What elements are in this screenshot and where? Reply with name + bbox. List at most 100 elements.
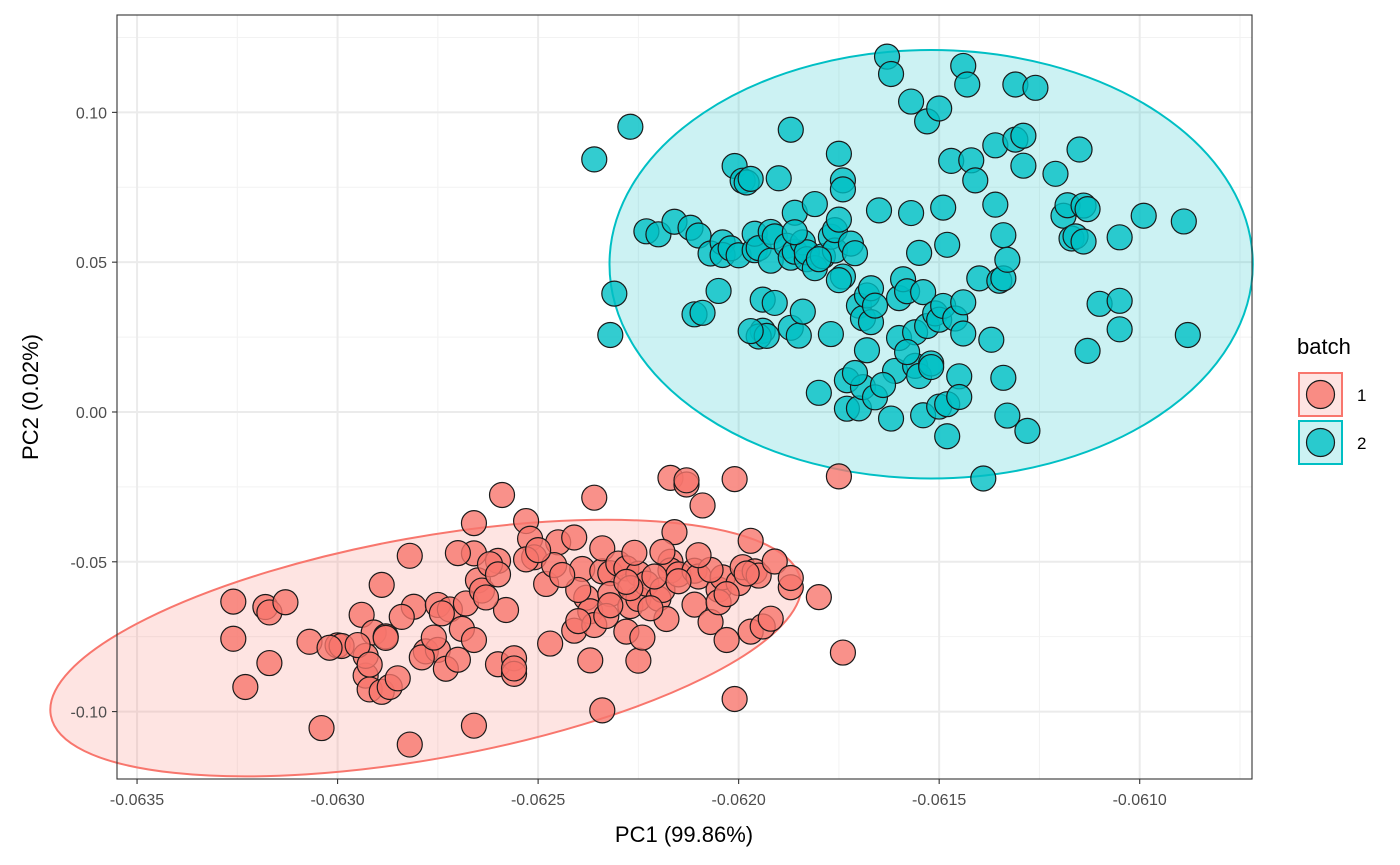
data-point-batch-1: [649, 538, 676, 565]
data-point-batch-2: [990, 364, 1017, 391]
series-batch-1: [220, 463, 857, 758]
data-point-batch-2: [865, 197, 893, 224]
data-point-batch-1: [525, 536, 552, 564]
data-point-batch-1: [396, 542, 423, 569]
data-point-batch-2: [1170, 208, 1197, 235]
data-point-batch-1: [420, 624, 447, 651]
data-point-batch-2: [962, 167, 989, 194]
data-point-batch-2: [861, 292, 889, 319]
data-point-batch-2: [897, 199, 925, 227]
data-point-batch-1: [673, 467, 700, 494]
data-point-batch-2: [825, 140, 853, 167]
x-tick-label: -0.0635: [110, 792, 164, 809]
y-tick-label: 0.10: [76, 105, 107, 122]
data-point-batch-2: [841, 240, 869, 267]
data-point-batch-1: [220, 625, 247, 652]
x-tick-label: -0.0610: [1113, 792, 1167, 809]
data-point-batch-1: [825, 463, 853, 490]
data-point-batch-2: [1074, 196, 1101, 223]
data-point-batch-1: [733, 560, 760, 587]
data-point-batch-1: [460, 712, 488, 739]
data-point-batch-2: [1042, 160, 1069, 187]
data-point-batch-2: [1070, 228, 1097, 255]
data-point-batch-2: [1130, 202, 1157, 229]
data-point-batch-2: [990, 222, 1017, 249]
data-point-batch-1: [460, 510, 488, 537]
data-point-batch-2: [934, 231, 961, 258]
data-point-batch-1: [384, 665, 411, 692]
grid-minor: [117, 15, 1252, 779]
plot-panel-border: [116, 14, 1253, 780]
data-point-batch-1: [713, 581, 740, 608]
data-point-batch-2: [853, 337, 881, 364]
data-point-batch-1: [561, 524, 588, 551]
data-point-batch-2: [918, 353, 945, 381]
data-point-batch-1: [488, 481, 516, 509]
data-point-batch-2: [825, 267, 853, 294]
data-point-batch-2: [705, 277, 732, 305]
data-point-batch-2: [934, 423, 961, 450]
data-point-batch-2: [601, 280, 628, 307]
data-point-batch-2: [994, 246, 1021, 273]
legend-label-batch-2: 2: [1357, 434, 1366, 453]
data-point-batch-1: [500, 655, 528, 682]
data-point-batch-2: [1066, 136, 1093, 163]
data-point-batch-1: [549, 561, 576, 589]
y-axis-title: PC2 (0.02%): [18, 334, 43, 460]
x-tick-label: -0.0615: [912, 792, 966, 809]
data-point-batch-1: [408, 644, 435, 671]
grid-major: [117, 15, 1252, 779]
data-point-batch-1: [388, 603, 415, 631]
data-point-batch-2: [689, 299, 716, 326]
data-point-batch-1: [492, 596, 520, 624]
data-point-batch-1: [777, 564, 804, 592]
data-point-batch-1: [444, 646, 472, 673]
data-point-batch-1: [537, 630, 564, 657]
data-point-batch-1: [368, 571, 395, 598]
y-tick-label: 0.05: [76, 255, 107, 272]
data-point-batch-1: [589, 697, 616, 724]
data-point-batch-2: [597, 321, 624, 349]
legend-key-point-batch-2: [1305, 427, 1336, 458]
y-tick-label: 0.00: [76, 405, 107, 422]
data-point-batch-1: [581, 484, 608, 511]
data-point-batch-2: [877, 60, 905, 88]
data-point-batch-2: [893, 338, 921, 366]
data-point-batch-1: [344, 631, 371, 659]
data-point-batch-2: [1106, 316, 1133, 343]
data-point-batch-1: [372, 624, 399, 651]
data-point-batch-2: [1014, 417, 1041, 444]
legend-title: batch: [1297, 334, 1351, 359]
data-point-batch-1: [713, 626, 740, 654]
data-point-batch-1: [597, 592, 624, 619]
x-axis-title: PC1 (99.86%): [615, 822, 753, 847]
data-point-batch-2: [825, 206, 853, 233]
x-tick-label: -0.0625: [511, 792, 565, 809]
data-point-batch-1: [565, 608, 592, 635]
data-point-batch-1: [356, 651, 383, 678]
data-point-batch-1: [256, 649, 283, 677]
data-point-batch-1: [577, 647, 604, 674]
data-point-batch-1: [685, 542, 712, 569]
data-point-batch-1: [316, 634, 343, 661]
data-point-batch-1: [444, 539, 472, 567]
data-point-batch-2: [978, 326, 1005, 353]
data-point-batch-1: [665, 568, 692, 595]
data-point-batch-1: [805, 584, 832, 611]
data-point-batch-2: [897, 88, 925, 115]
data-point-batch-2: [1106, 224, 1133, 251]
data-point-batch-2: [877, 405, 905, 432]
data-point-batch-1: [613, 568, 640, 595]
x-axis-ticks: -0.0635 -0.0630 -0.0625 -0.0620 -0.0615 -0.06…: [110, 779, 1167, 809]
data-point-batch-2: [617, 113, 644, 140]
data-point-batch-2: [1074, 337, 1101, 364]
data-point-batch-2: [950, 320, 977, 347]
data-point-batch-2: [926, 95, 953, 122]
x-tick-label: -0.0620: [712, 792, 766, 809]
data-point-batch-1: [721, 465, 748, 493]
data-point-batch-1: [637, 595, 664, 622]
data-point-batch-1: [428, 600, 455, 627]
y-tick-label: -0.10: [71, 705, 108, 722]
data-point-batch-2: [1106, 287, 1133, 314]
